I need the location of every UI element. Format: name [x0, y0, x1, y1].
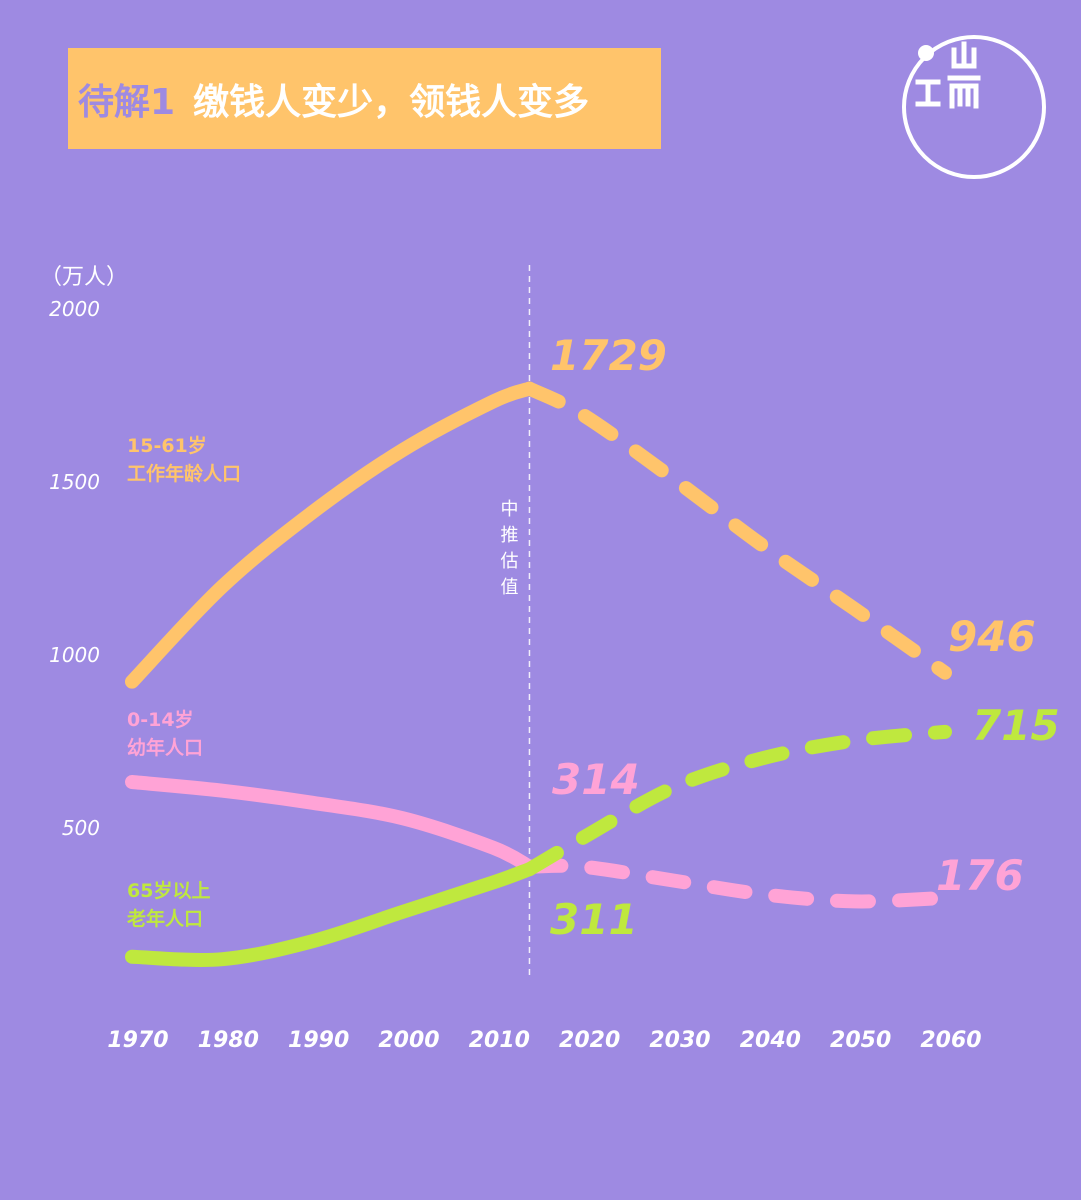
x-tick-label: 2050	[830, 1028, 891, 1053]
data-label-divider-children: 314	[552, 755, 640, 804]
data-label-divider-elderly: 311	[550, 895, 638, 944]
series-line-actual-elderly	[125, 862, 537, 967]
series-line-projected-working	[522, 381, 952, 680]
x-tick-label: 2020	[559, 1028, 620, 1053]
series-name-elderly: 65岁以上	[127, 879, 210, 902]
x-tick-label: 1990	[288, 1028, 349, 1053]
x-tick-label: 2010	[469, 1028, 530, 1053]
data-label-end-children: 176	[936, 851, 1024, 900]
page-title: 缴钱人变少，领钱人变多	[193, 81, 590, 123]
series-name-working: 15-61岁	[127, 434, 207, 457]
x-tick-label: 1970	[107, 1028, 168, 1053]
x-tick-label: 2040	[740, 1028, 801, 1053]
title-prefix: 待解1	[78, 81, 176, 123]
series-line-projected-children	[522, 858, 952, 909]
series-line-actual-working	[125, 381, 537, 689]
projection-divider-label: 中推估值	[500, 499, 518, 598]
x-tick-label: 2060	[920, 1028, 981, 1053]
x-tick-label: 2000	[378, 1028, 439, 1053]
data-label-end-elderly: 715	[972, 701, 1060, 750]
series-line-actual-children	[125, 775, 537, 874]
y-tick-label: 1000	[49, 643, 100, 667]
x-tick-label: 2030	[649, 1028, 710, 1053]
series-name-line2-children: 幼年人口	[127, 736, 203, 759]
brand-logo-icon	[902, 35, 1046, 179]
series-name-line2-elderly: 老年人口	[127, 907, 203, 930]
y-axis-unit-label: （万人）	[40, 265, 128, 290]
data-label-divider-working: 1729	[550, 331, 667, 380]
series-name-line2-working: 工作年龄人口	[127, 462, 241, 485]
series-name-children: 0-14岁	[127, 708, 194, 731]
data-label-end-working: 946	[948, 612, 1036, 661]
y-tick-label: 2000	[49, 297, 100, 321]
title-banner: 待解1 缴钱人变少，领钱人变多	[68, 48, 661, 149]
y-tick-label: 1500	[49, 470, 100, 494]
y-tick-label: 500	[62, 816, 100, 840]
x-tick-label: 1980	[198, 1028, 259, 1053]
series-line-projected-elderly	[522, 724, 952, 877]
